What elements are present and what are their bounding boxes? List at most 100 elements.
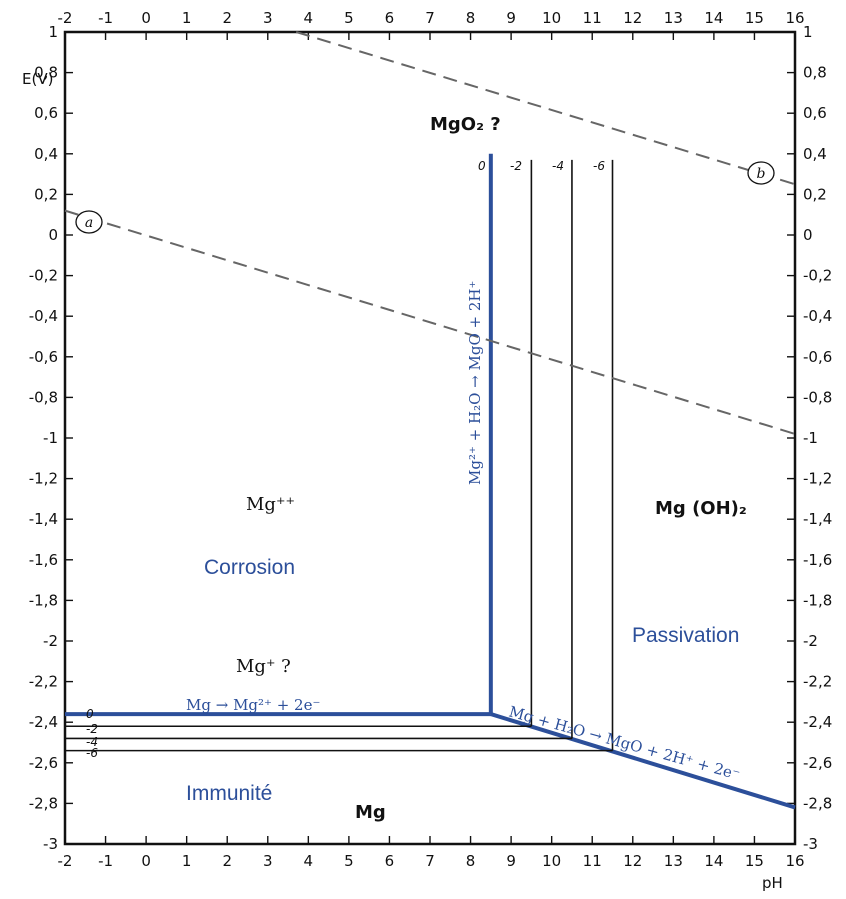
x-tick-label-top: 16 [785,9,804,27]
y-tick-label-right: 0,2 [803,185,827,203]
y-tick-label-right: -1,4 [803,510,832,528]
y-axis-title: E(V) [22,70,53,88]
x-tick-label-bottom: 5 [344,852,354,870]
conc-label-horizontal-0: 0 [86,707,94,721]
x-tick-label-top: 13 [664,9,683,27]
x-tick-label-bottom: 3 [263,852,273,870]
y-tick-label-right: 1 [803,23,813,41]
y-tick-label-right: -2 [803,632,818,650]
y-tick-label-right: -1,8 [803,591,832,609]
boundary-lines [64,31,796,810]
y-tick-label-left: 1 [48,23,58,41]
y-tick-label-right: -1 [803,429,818,447]
region-label-mg-plus: Mg⁺ ? [236,656,291,677]
conc-label-horizontal-6: -6 [86,746,98,760]
conc-label-vertical-6: -6 [593,159,605,173]
x-tick-label-top: 15 [745,9,764,27]
x-tick-label-bottom: 12 [623,852,642,870]
x-tick-label-top: 7 [425,9,435,27]
y-tick-label-left: -2,4 [29,713,58,731]
x-tick-labels-top: -2 -1 0 1 2 3 4 5 6 7 8 9 10 11 12 13 14 15 16 [58,9,805,27]
y-tick-label-left: -1,6 [29,551,58,569]
x-tick-label-top: 5 [344,9,354,27]
x-tick-label-bottom: 1 [182,852,192,870]
x-tick-label-bottom: 16 [785,852,804,870]
conc-label-vertical-2: -2 [510,159,522,173]
y-tick-label-left: 0,6 [34,104,58,122]
x-tick-labels-bottom: -2 -1 0 1 2 3 4 5 6 7 8 9 10 11 12 13 14 15 16 [58,852,805,870]
y-tick-label-left: -1 [43,429,58,447]
zone-label-immunite: Immunité [186,782,272,805]
y-tick-label-left: -2,6 [29,754,58,772]
y-tick-label-right: -2,8 [803,794,832,812]
x-tick-label-top: -1 [98,9,113,27]
y-tick-label-right: -2,2 [803,673,832,691]
x-tick-label-top: 3 [263,9,273,27]
x-tick-label-bottom: 4 [304,852,314,870]
x-tick-label-top: 6 [385,9,395,27]
y-tick-label-left: -3 [43,835,58,853]
x-tick-label-bottom: -2 [58,852,73,870]
water-stability-line-9 [64,209,796,435]
conc-label-horizontal-2: -2 [86,722,98,736]
y-tick-label-right: 0,8 [803,64,827,82]
x-tick-label-bottom: -1 [98,852,113,870]
zone-label-passivation: Passivation [632,624,739,647]
x-tick-label-top: 8 [466,9,476,27]
region-label-mg: Mg [355,802,386,823]
x-tick-label-top: -2 [58,9,73,27]
y-tick-label-right: -2,6 [803,754,832,772]
x-tick-label-top: 10 [542,9,561,27]
zone-label-corrosion: Corrosion [204,556,295,579]
x-tick-label-bottom: 10 [542,852,561,870]
x-tick-label-bottom: 2 [222,852,232,870]
x-tick-label-top: 11 [583,9,602,27]
y-tick-label-right: -0,4 [803,307,832,325]
y-tick-labels-left: 1 0,8 0,6 0,4 0,2 0 -0,2 -0,4 -0,6 -0,8 -1 -1,2 -1,4… [29,23,58,853]
x-tick-label-top: 0 [141,9,151,27]
y-tick-label-left: -2 [43,632,58,650]
y-tick-label-left: 0,4 [34,145,58,163]
y-tick-label-left: -1,2 [29,470,58,488]
marker-b-label: b [757,166,766,182]
y-tick-label-left: -0,2 [29,267,58,285]
y-tick-label-right: 0,6 [803,104,827,122]
conc-label-vertical-0: 0 [478,159,486,173]
equation-vertical: Mg²⁺ + H₂O → MgO + 2H⁺ [466,281,484,485]
x-tick-label-top: 2 [222,9,232,27]
x-tick-label-bottom: 7 [425,852,435,870]
y-tick-label-left: -0,8 [29,388,58,406]
x-tick-label-top: 1 [182,9,192,27]
x-tick-label-bottom: 8 [466,852,476,870]
y-tick-label-left: 0 [48,226,58,244]
x-axis-title: pH [762,874,783,892]
x-tick-label-top: 12 [623,9,642,27]
conc-label-horizontal-4: -4 [86,735,98,749]
x-tick-label-bottom: 9 [506,852,516,870]
conc-label-vertical-4: -4 [552,159,564,173]
equation-sloped: Mg + H₂O → MgO + 2H⁺ + 2e⁻ [507,703,742,784]
x-tick-label-bottom: 11 [583,852,602,870]
x-tick-label-top: 4 [304,9,314,27]
axis-ticks [64,31,796,845]
x-tick-label-top: 9 [506,9,516,27]
y-tick-label-left: -0,4 [29,307,58,325]
x-tick-label-top: 14 [704,9,723,27]
y-tick-label-right: -0,6 [803,348,832,366]
y-tick-label-left: -2,2 [29,673,58,691]
marker-a-label: a [85,215,93,231]
x-tick-label-bottom: 6 [385,852,395,870]
region-label-mgo2: MgO₂ ? [430,114,501,135]
x-tick-label-bottom: 15 [745,852,764,870]
y-tick-labels-right: 1 0,8 0,6 0,4 0,2 0 -0,2 -0,4 -0,6 -0,8 -1 -1,2 -1,4… [803,23,832,853]
y-tick-label-left: 0,2 [34,185,58,203]
region-label-mg-2plus: Mg⁺⁺ [246,494,295,515]
y-tick-label-right: -1,2 [803,470,832,488]
y-tick-label-right: -0,2 [803,267,832,285]
x-tick-label-bottom: 0 [141,852,151,870]
y-tick-label-right: -3 [803,835,818,853]
equation-horizontal: Mg → Mg²⁺ + 2e⁻ [186,696,320,714]
y-tick-label-left: -1,4 [29,510,58,528]
x-tick-label-bottom: 14 [704,852,723,870]
